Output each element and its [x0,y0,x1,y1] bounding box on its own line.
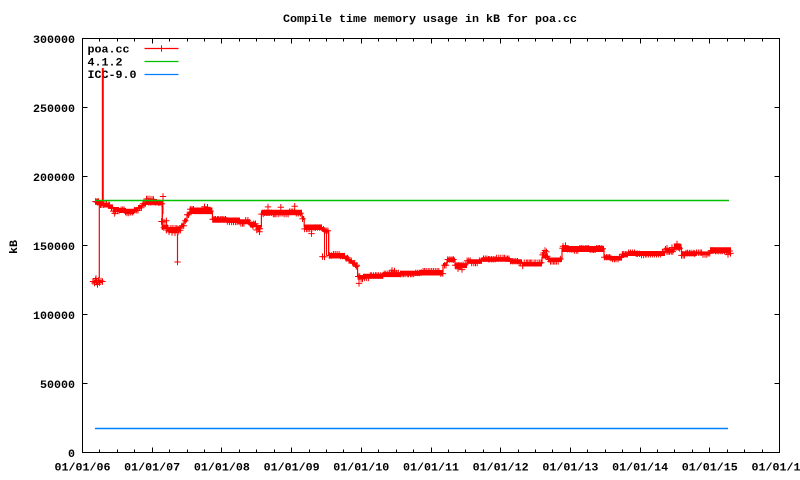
svg-text:200000: 200000 [33,173,75,185]
svg-text:01/01/16: 01/01/16 [752,463,800,475]
svg-text:01/01/08: 01/01/08 [194,463,250,475]
svg-text:01/01/06: 01/01/06 [55,463,111,475]
svg-text:01/01/12: 01/01/12 [473,463,529,475]
svg-text:01/01/15: 01/01/15 [682,463,738,475]
svg-text:50000: 50000 [40,380,75,392]
svg-text:0: 0 [68,449,75,461]
svg-text:01/01/14: 01/01/14 [612,463,668,475]
svg-text:01/01/10: 01/01/10 [333,463,389,475]
svg-text:01/01/13: 01/01/13 [542,463,598,475]
svg-text:300000: 300000 [33,35,75,47]
svg-text:ICC-9.0: ICC-9.0 [88,70,137,82]
svg-text:250000: 250000 [33,104,75,116]
svg-text:poa.cc: poa.cc [88,45,130,57]
svg-text:150000: 150000 [33,242,75,254]
svg-text:kB: kB [9,240,21,254]
svg-text:01/01/07: 01/01/07 [124,463,180,475]
svg-text:4.1.2: 4.1.2 [88,57,123,69]
svg-text:01/01/11: 01/01/11 [403,463,459,475]
svg-text:Compile time memory usage in k: Compile time memory usage in kB for poa.… [283,14,577,26]
svg-text:100000: 100000 [33,311,75,323]
svg-text:01/01/09: 01/01/09 [264,463,320,475]
